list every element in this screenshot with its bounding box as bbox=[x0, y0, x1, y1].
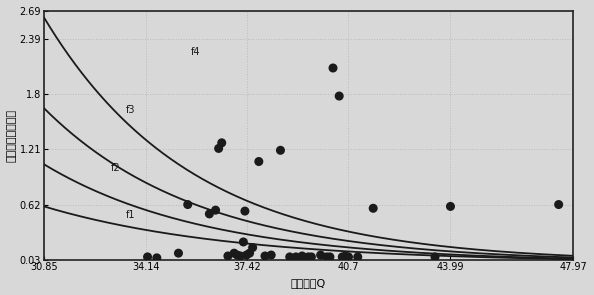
Point bbox=[211, 208, 220, 212]
Point bbox=[242, 253, 251, 258]
Point bbox=[276, 148, 285, 153]
Point bbox=[334, 94, 344, 99]
Text: f1: f1 bbox=[126, 210, 135, 220]
Point bbox=[143, 255, 152, 259]
Point bbox=[239, 240, 248, 244]
Point bbox=[304, 255, 313, 259]
Point bbox=[446, 204, 455, 209]
Point bbox=[245, 251, 254, 255]
X-axis label: 品质因子Q: 品质因子Q bbox=[291, 278, 326, 288]
Point bbox=[232, 253, 242, 258]
Point bbox=[236, 254, 245, 258]
Point bbox=[240, 209, 249, 214]
Point bbox=[328, 65, 338, 70]
Text: f3: f3 bbox=[126, 105, 135, 115]
Point bbox=[267, 253, 276, 258]
Point bbox=[183, 202, 192, 207]
Point bbox=[223, 254, 233, 258]
Point bbox=[430, 255, 440, 259]
Point bbox=[173, 251, 183, 255]
Point bbox=[285, 255, 295, 259]
Point bbox=[368, 206, 378, 211]
Text: f4: f4 bbox=[191, 47, 200, 57]
Point bbox=[325, 255, 334, 259]
Point bbox=[298, 254, 307, 258]
Point bbox=[217, 140, 226, 145]
Point bbox=[307, 255, 316, 259]
Point bbox=[554, 202, 563, 207]
Point bbox=[340, 254, 350, 258]
Point bbox=[344, 255, 353, 259]
Point bbox=[229, 251, 239, 255]
Point bbox=[260, 254, 270, 258]
Point bbox=[204, 212, 214, 216]
Point bbox=[337, 255, 347, 259]
Point bbox=[214, 146, 223, 151]
Point bbox=[322, 255, 331, 259]
Text: f2: f2 bbox=[110, 163, 120, 173]
Point bbox=[291, 255, 301, 259]
Point bbox=[353, 255, 362, 259]
Point bbox=[152, 255, 162, 260]
Y-axis label: 渗透率（毫达西）: 渗透率（毫达西） bbox=[7, 109, 17, 162]
Point bbox=[316, 253, 326, 258]
Point bbox=[254, 159, 264, 164]
Point bbox=[248, 245, 257, 250]
